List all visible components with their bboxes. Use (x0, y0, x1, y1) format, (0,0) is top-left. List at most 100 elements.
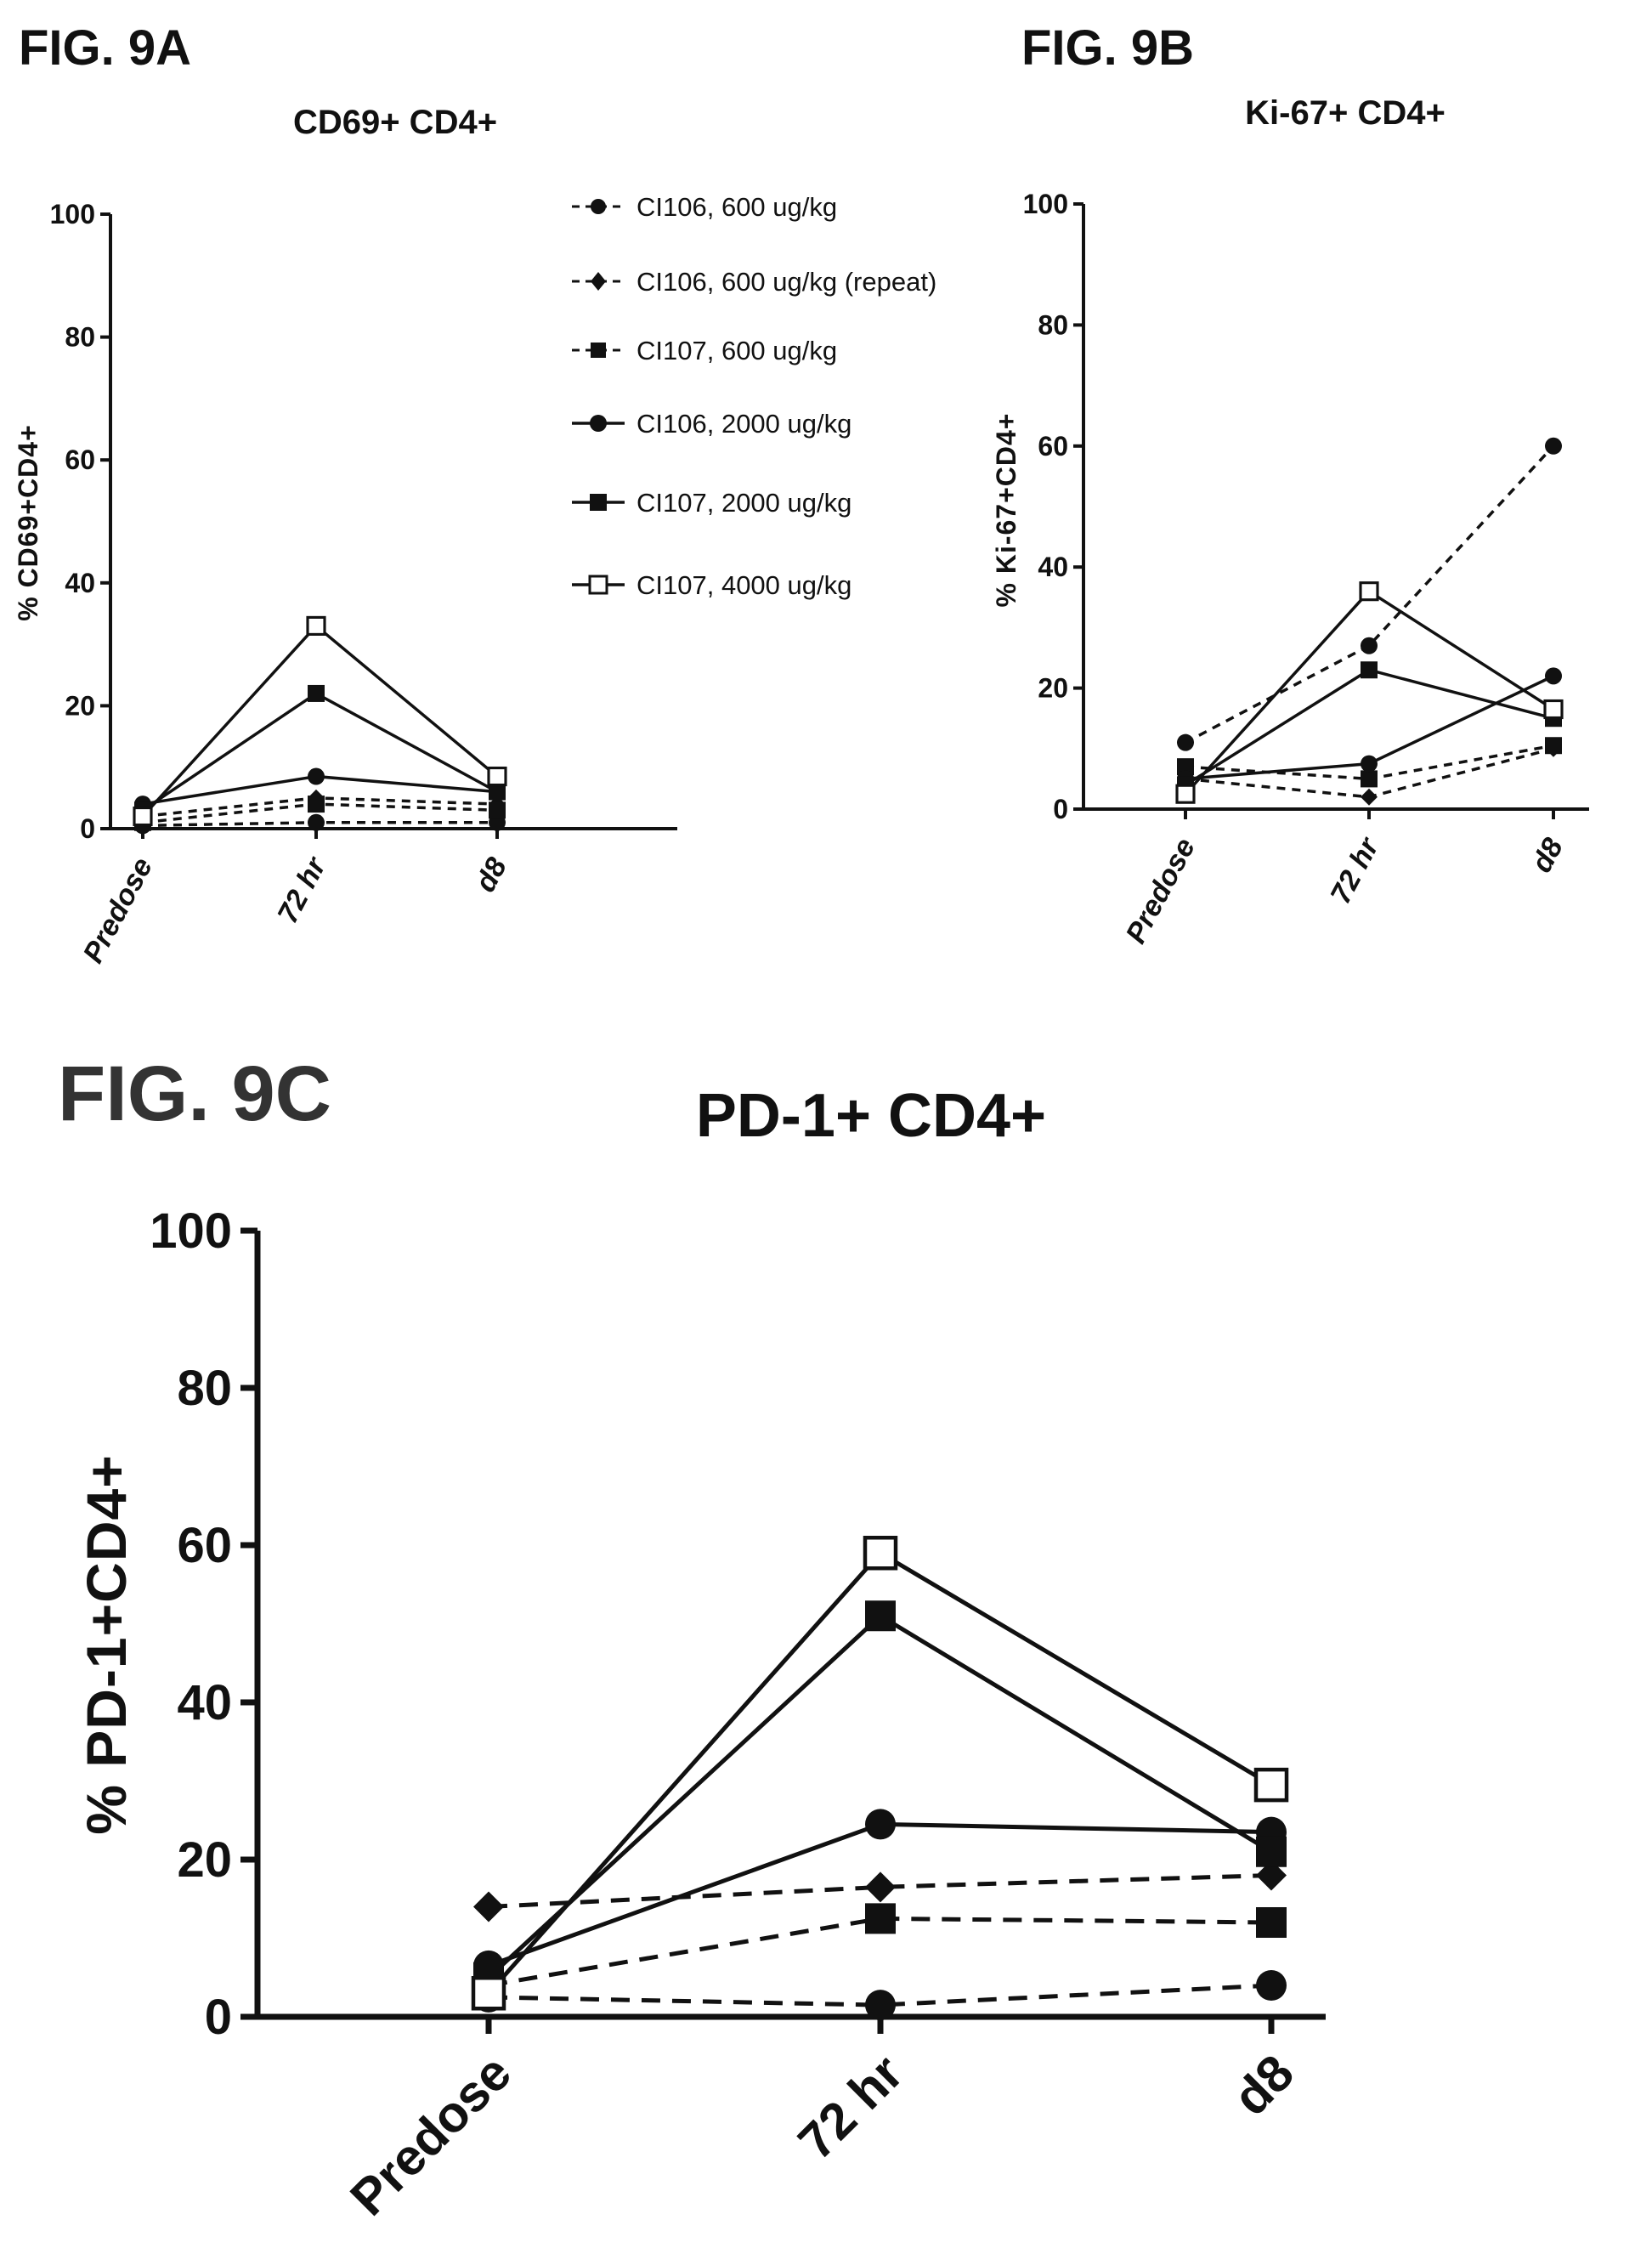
series-markers-9c (471, 1536, 1289, 2021)
data-point-open-square (133, 806, 153, 827)
legend-item: CI107, 600 ug/kg (572, 336, 837, 365)
y-tick-label: 20 (177, 1832, 232, 1888)
data-point-square (1177, 758, 1194, 776)
filled-square-marker-icon (591, 343, 606, 358)
series-line (488, 1983, 1272, 2007)
data-point-open-square (487, 766, 507, 787)
legend-label: CI106, 600 ug/kg (repeat) (636, 267, 936, 297)
y-tick-labels-9a: 0 20 40 60 80 100 (50, 199, 95, 844)
x-category-labels-9a: Predose 72 hr d8 (77, 851, 514, 968)
filled-circle-marker-icon (591, 199, 606, 214)
x-category-label: Predose (77, 852, 160, 968)
data-point-circle (1177, 733, 1194, 751)
y-tick-label: 20 (1038, 673, 1068, 704)
data-point-square (308, 684, 325, 702)
legend-label: CI106, 2000 ug/kg (636, 409, 851, 439)
open-square-marker-icon (588, 575, 608, 595)
y-tick-label: 60 (177, 1518, 232, 1573)
chart-title-9a: CD69+ CD4+ (293, 104, 497, 141)
data-point-open-square (471, 1976, 506, 2011)
data-point-diamond (473, 1891, 504, 1922)
x-category-label: Predose (339, 2044, 522, 2227)
y-tick-label: 100 (50, 199, 95, 229)
filled-diamond-marker-icon (591, 272, 606, 291)
axes-9a (100, 212, 677, 839)
legend-label: CI107, 4000 ug/kg (636, 570, 851, 600)
fig-label-9c: FIG. 9C (58, 1050, 331, 1137)
panel-9c: FIG. 9C PD-1+ CD4+ % PD-1+CD4+ 0 20 40 60 80… (58, 1050, 1326, 2227)
data-point-circle (1545, 437, 1562, 455)
chart-title-9b: Ki-67+ CD4+ (1245, 94, 1446, 132)
panel-9b: FIG. 9B Ki-67+ CD4+ % Ki-67+CD4+ 0 20 40 60… (991, 20, 1589, 948)
x-category-label: Predose (1120, 833, 1202, 948)
x-category-label: 72 hr (787, 2044, 914, 2171)
data-point-circle (1545, 667, 1562, 685)
series-line (488, 1873, 1272, 1909)
legend-item: CI106, 600 ug/kg (572, 192, 837, 222)
data-point-square (489, 801, 506, 819)
data-point-open-square (1175, 784, 1196, 804)
y-tick-label: 40 (65, 568, 95, 598)
axes-9b (1073, 202, 1589, 819)
fig-label-9a: FIG. 9A (19, 20, 191, 76)
chart-title-9c: PD-1+ CD4+ (696, 1082, 1046, 1150)
data-point-diamond (865, 1871, 896, 1903)
data-point-open-square (1543, 699, 1564, 720)
series-line (488, 1916, 1272, 1988)
series-line (142, 692, 498, 812)
y-axis-label-9c: % PD-1+CD4+ (75, 1454, 138, 1835)
series-line (1185, 445, 1555, 745)
y-tick-label: 20 (65, 690, 95, 721)
legend-item: CI107, 2000 ug/kg (572, 488, 851, 518)
data-point-circle (1256, 1970, 1287, 2001)
data-point-open-square (1359, 581, 1379, 602)
data-point-square (1361, 661, 1378, 679)
y-tick-label: 80 (65, 322, 95, 353)
y-axis-label-9a: % CD69+CD4+ (13, 424, 43, 621)
data-point-square (1256, 1836, 1287, 1867)
x-category-label: d8 (1525, 833, 1570, 878)
filled-square-marker-icon (590, 494, 607, 511)
legend-label: CI107, 600 ug/kg (636, 336, 837, 365)
y-tick-label: 100 (150, 1203, 232, 1259)
data-point-circle (308, 767, 325, 785)
data-point-circle (1361, 755, 1378, 773)
data-point-circle (308, 813, 325, 831)
y-tick-label: 60 (65, 445, 95, 475)
series-markers-9a (133, 615, 507, 835)
fig-label-9b: FIG. 9B (1021, 20, 1194, 76)
data-point-diamond (1256, 1860, 1287, 1891)
data-point-circle (865, 1990, 896, 2021)
axes-9c (240, 1227, 1326, 2034)
legend-label: CI106, 600 ug/kg (636, 192, 837, 222)
legend-item: CI106, 600 ug/kg (repeat) (572, 267, 936, 297)
x-category-labels-9c: Predose 72 hr d8 (339, 2044, 1304, 2227)
y-tick-label: 100 (1023, 189, 1068, 219)
y-tick-label: 0 (1053, 794, 1068, 824)
y-tick-label: 80 (1038, 309, 1068, 340)
data-point-square (865, 1903, 896, 1934)
y-tick-label: 80 (177, 1361, 232, 1416)
series-markers-9b (1175, 437, 1564, 806)
x-category-labels-9b: Predose 72 hr d8 (1120, 831, 1570, 948)
data-point-square (1256, 1907, 1287, 1938)
data-point-diamond (1361, 788, 1378, 806)
x-category-label: 72 hr (271, 851, 333, 928)
y-tick-label: 0 (205, 1990, 232, 2045)
y-tick-labels-9b: 0 20 40 60 80 100 (1023, 189, 1068, 824)
y-tick-labels-9c: 0 20 40 60 80 100 (150, 1203, 232, 2045)
x-category-label: d8 (1222, 2044, 1304, 2126)
data-point-open-square (1253, 1767, 1289, 1803)
data-point-square (1545, 737, 1562, 755)
series-lines-9b (1184, 445, 1555, 799)
y-tick-label: 40 (177, 1675, 232, 1730)
x-category-label: 72 hr (1324, 831, 1386, 909)
legend: CI106, 600 ug/kg CI106, 600 ug/kg (repea… (572, 192, 936, 600)
data-point-square (865, 1600, 896, 1632)
filled-circle-marker-icon (590, 415, 607, 432)
legend-label: CI107, 2000 ug/kg (636, 488, 851, 518)
y-axis-label-9b: % Ki-67+CD4+ (991, 413, 1021, 608)
y-tick-label: 60 (1038, 431, 1068, 461)
legend-item: CI107, 4000 ug/kg (572, 570, 851, 600)
